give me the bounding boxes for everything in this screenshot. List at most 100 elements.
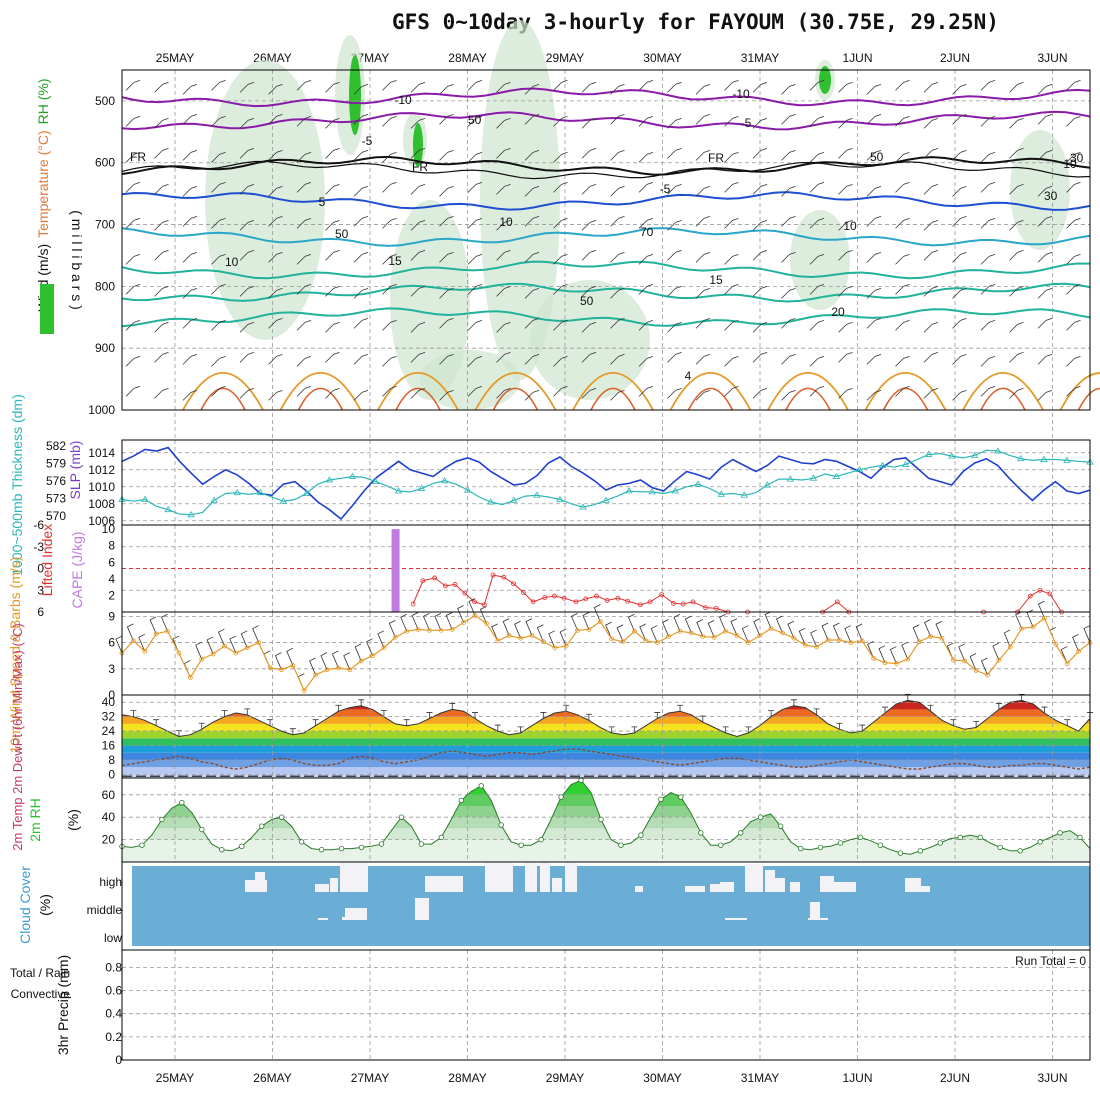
rh-contour-label: 50 xyxy=(870,150,884,164)
wind-barb xyxy=(553,181,568,193)
wind-barb xyxy=(325,183,340,195)
wind-barb xyxy=(382,79,397,91)
isotherm-label: -5 xyxy=(660,182,671,196)
wind-barb xyxy=(211,385,226,397)
isotherm-warm xyxy=(767,372,849,411)
rh-marker xyxy=(538,836,544,843)
wind-barb xyxy=(1037,149,1053,161)
wind-barb xyxy=(781,389,796,401)
wind10m-marker xyxy=(506,633,512,638)
wind-barb xyxy=(154,321,169,333)
rh-marker xyxy=(318,846,325,853)
wind-barb xyxy=(1009,81,1024,93)
wind10m-barb xyxy=(593,604,601,622)
wind10m-marker xyxy=(973,668,979,673)
cloud-high-bar xyxy=(485,862,513,892)
rh-shade xyxy=(390,200,470,400)
wind-barb xyxy=(724,181,739,193)
wind-barb xyxy=(923,117,939,129)
isotherm-label: 4 xyxy=(685,369,692,383)
wind-barb xyxy=(581,219,597,231)
rh-marker xyxy=(179,799,185,806)
wind-barb xyxy=(752,81,768,93)
wind10m-marker xyxy=(757,633,763,638)
date-label-bottom: 3JUN xyxy=(1037,1071,1067,1085)
wind10m-marker xyxy=(187,675,193,680)
isotherm-label: FR xyxy=(412,160,428,174)
wind-barb xyxy=(895,283,910,295)
wind10m-marker xyxy=(392,634,398,640)
temp-max-marker xyxy=(927,704,934,712)
wind-barb xyxy=(125,283,141,295)
rh-shade xyxy=(480,20,560,380)
wind-barb xyxy=(866,83,882,95)
wind10m-barb xyxy=(673,613,681,632)
wind10m-barb xyxy=(753,618,761,636)
rh-marker xyxy=(777,823,784,829)
rh2m-ytick: 60 xyxy=(102,788,116,802)
wind10m-barb xyxy=(217,628,225,647)
wind10m-barb xyxy=(958,643,966,662)
rh-marker xyxy=(139,842,145,848)
wind-barb xyxy=(239,147,255,159)
temp-band xyxy=(122,716,1090,724)
wind10m-marker xyxy=(950,657,956,663)
temp-max-marker xyxy=(995,703,1002,710)
wind10m-marker xyxy=(313,672,319,678)
cloud-background xyxy=(132,866,1090,946)
wind10m-barb xyxy=(331,650,339,669)
wind10m-barb xyxy=(514,620,521,639)
temp-max-marker xyxy=(813,708,820,715)
temp-max-marker xyxy=(585,713,592,721)
thickness-marker xyxy=(971,451,979,458)
wind10m-marker xyxy=(1030,624,1036,630)
isotherm-warm xyxy=(1059,372,1100,411)
rh2m-ylabel-text: 2m RH xyxy=(27,798,43,842)
lifted-ytick: 6 xyxy=(37,605,44,619)
wind-barb xyxy=(382,385,397,397)
date-label-bottom: 2JUN xyxy=(940,1071,970,1085)
cloud-high-bar xyxy=(635,886,643,892)
wind10m-ylabel-text: 10m Wind Speed & Barbs (m/s) xyxy=(7,557,23,754)
wind10m-barb xyxy=(274,652,282,670)
rh-marker xyxy=(498,822,504,828)
wind-barb xyxy=(838,117,853,129)
thickness-marker xyxy=(832,472,841,479)
wind-barb xyxy=(895,217,910,229)
rh-marker xyxy=(298,839,305,845)
rh-marker xyxy=(578,777,584,783)
wind-barb xyxy=(581,117,597,129)
rh-marker xyxy=(718,842,724,848)
wind10m-marker xyxy=(438,627,444,633)
wind10m-marker xyxy=(335,665,341,671)
wind-barb xyxy=(952,215,967,227)
rh-marker xyxy=(518,842,524,848)
wind10m-barb xyxy=(457,605,465,623)
upper-air-unit: ( m i l l i b a r s ) xyxy=(69,210,85,310)
wind10m-marker xyxy=(996,657,1002,663)
rh2m-unit: (%) xyxy=(65,809,81,831)
isotherm-label: -10 xyxy=(732,87,750,101)
wind10m-barb xyxy=(855,623,863,641)
wind-barb xyxy=(866,317,882,329)
wind-barb xyxy=(1066,283,1081,295)
wind10m-barb xyxy=(787,620,795,639)
isotherm-label: 10 xyxy=(499,215,513,229)
rh2m-ytick: 40 xyxy=(102,810,116,824)
thickness-marker xyxy=(302,489,311,496)
isotherm-warm xyxy=(864,372,947,411)
thickness-marker xyxy=(694,480,702,487)
wind-barb xyxy=(809,319,825,331)
wind-barb xyxy=(1009,249,1024,261)
wind-barb xyxy=(410,387,426,399)
wind10m-barb xyxy=(992,642,1000,661)
lifted-index-marker xyxy=(462,590,468,596)
slp-ytick: 1012 xyxy=(88,463,115,477)
wind10m-barb xyxy=(491,623,499,641)
lifted-index-marker xyxy=(530,599,536,605)
thickness-marker xyxy=(786,475,795,482)
wind-barb xyxy=(695,149,711,161)
wind-barb xyxy=(724,79,739,91)
wind-barb xyxy=(325,387,340,399)
cloud-high-bar xyxy=(720,882,734,892)
